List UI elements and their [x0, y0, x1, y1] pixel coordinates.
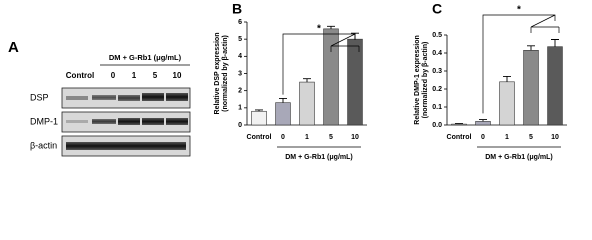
x-tick-label: 1 — [305, 134, 309, 141]
x-tick-label: 1 — [505, 134, 509, 141]
y-tick-label: 4 — [238, 53, 242, 60]
panel-a: A DM + G-Rb1 (μg/mL) Control 0 1 5 10 DS… — [8, 39, 191, 157]
y-axis-label: Relative DMP-1 expression — [414, 35, 421, 124]
row-label: β-actin — [30, 140, 57, 150]
significance-bracket — [482, 14, 560, 114]
error-bar — [455, 123, 463, 125]
y-tick-label: 0.5 — [432, 32, 442, 39]
error-bar — [327, 25, 335, 29]
blot — [61, 87, 191, 157]
y-tick-label: 0.0 — [432, 122, 442, 129]
x-tick-label: 0 — [281, 134, 285, 141]
bar — [475, 121, 491, 126]
error-bar — [255, 109, 263, 112]
error-bar — [479, 119, 487, 122]
bar — [299, 81, 315, 126]
y-axis-label: (normalized by β-actin) — [222, 35, 229, 112]
y-tick-label: 2 — [238, 88, 242, 95]
y-tick-label: 0.2 — [432, 86, 442, 93]
y-tick-label: 3 — [238, 70, 242, 77]
lane-label: 1 — [132, 71, 137, 80]
x-tick-label: 5 — [329, 134, 333, 141]
bar — [547, 46, 563, 126]
lane-label: 0 — [111, 71, 116, 80]
error-bar — [527, 45, 535, 51]
lane-label: 10 — [173, 71, 182, 80]
x-axis-label: DM + G-Rb1 (μg/mL) — [285, 154, 352, 161]
bar — [523, 49, 539, 126]
x-tick-label: 5 — [529, 134, 533, 141]
blot-header: DM + G-Rb1 (μg/mL) — [109, 53, 182, 62]
x-tick-label: 0 — [481, 134, 485, 141]
error-bar — [279, 97, 287, 103]
y-axis-label: (normalized by β-actin) — [422, 42, 429, 119]
bar — [499, 81, 515, 126]
panel-label: B — [232, 1, 242, 17]
lane-label: 5 — [153, 71, 158, 80]
significance-label: * — [517, 5, 521, 16]
y-tick-label: 0 — [238, 122, 242, 129]
x-tick-label: Control — [447, 134, 472, 141]
figure: A DM + G-Rb1 (μg/mL) Control 0 1 5 10 DS… — [8, 1, 567, 161]
y-tick-label: 0.1 — [432, 104, 442, 111]
significance-label: * — [317, 24, 321, 35]
x-tick-label: Control — [247, 134, 272, 141]
bar — [347, 38, 363, 126]
y-tick-label: 1 — [238, 105, 242, 112]
x-axis-label: DM + G-Rb1 (μg/mL) — [485, 154, 552, 161]
row-label: DMP-1 — [30, 116, 58, 126]
lane-label: Control — [66, 71, 94, 80]
significance-bracket — [282, 33, 360, 95]
x-tick-label: 10 — [551, 134, 559, 141]
row-label: DSP — [30, 92, 49, 102]
bar — [451, 123, 467, 126]
error-bar — [503, 75, 511, 82]
panel-label: A — [8, 39, 19, 56]
y-tick-label: 6 — [238, 19, 242, 26]
bar — [251, 110, 267, 126]
panel-label: C — [432, 1, 442, 17]
x-tick-label: 10 — [351, 134, 359, 141]
y-axis-label: Relative DSP expression — [214, 33, 221, 115]
y-tick-label: 0.4 — [432, 50, 442, 57]
y-tick-label: 0.3 — [432, 68, 442, 75]
error-bar — [303, 78, 311, 83]
bar — [275, 102, 291, 126]
y-tick-label: 5 — [238, 36, 242, 43]
error-bar — [551, 39, 559, 47]
